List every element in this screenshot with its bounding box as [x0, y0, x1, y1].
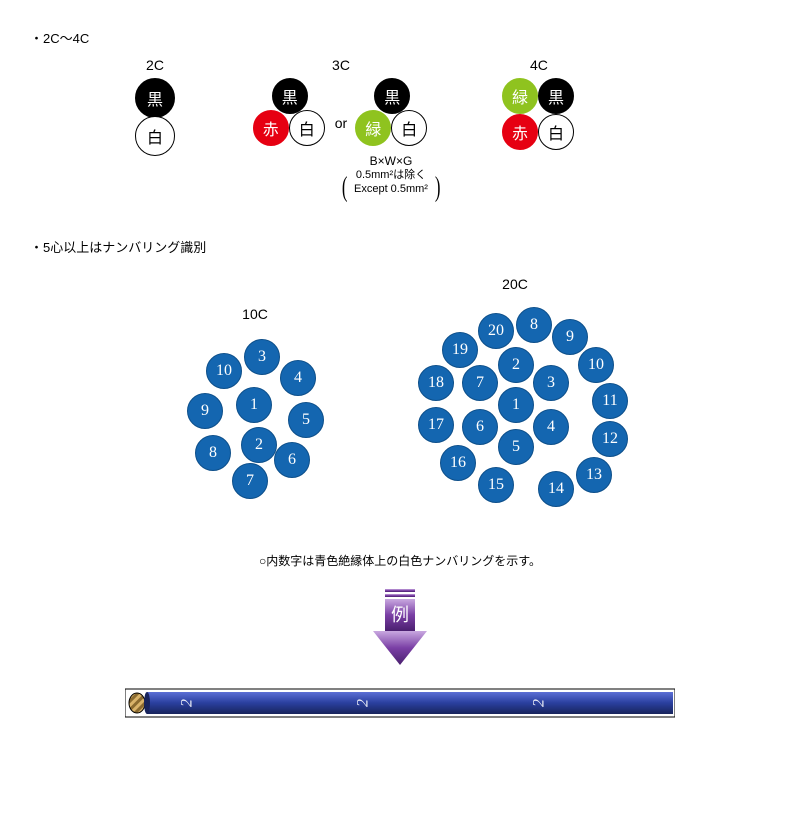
col-2c: 2C 黒白: [130, 57, 180, 158]
core-black: 黒: [135, 78, 175, 118]
numcore-10: 10: [206, 353, 242, 389]
core-green: 緑: [502, 78, 538, 114]
numcore-19: 19: [442, 332, 478, 368]
numcore-17: 17: [418, 407, 454, 443]
numcore-4: 4: [533, 409, 569, 445]
core-white: 白: [289, 110, 325, 146]
row-numbered: 10C 31041952867 20C 82091921073181116417…: [30, 276, 770, 537]
cable-example: 2 2 2: [30, 687, 770, 719]
svg-text:2: 2: [355, 699, 372, 707]
note-bwg: B×W×G: [350, 154, 432, 168]
numcore-1: 1: [498, 387, 534, 423]
heading-numbering: ・5心以上はナンバリング識別: [30, 237, 770, 256]
numcore-3: 3: [244, 339, 280, 375]
core-black: 黒: [538, 78, 574, 114]
numcore-9: 9: [187, 393, 223, 429]
diagram-20c: 8209192107318111641712516131514: [400, 307, 630, 537]
svg-text:例: 例: [391, 605, 409, 625]
numcore-12: 12: [592, 421, 628, 457]
row-2c-4c: 2C 黒白 3C 黒赤白 or 黒緑白 B×W×G 0.5mm²は除くExcep…: [130, 57, 770, 197]
numcore-6: 6: [462, 409, 498, 445]
numcore-13: 13: [576, 457, 612, 493]
numcore-7: 7: [462, 365, 498, 401]
or-text: or: [335, 95, 347, 131]
numcore-5: 5: [498, 429, 534, 465]
core-white: 白: [538, 114, 574, 150]
core-white: 白: [391, 110, 427, 146]
note-except: 0.5mm²は除くExcept 0.5mm²: [350, 168, 432, 197]
arrow-example: 例: [30, 589, 770, 667]
svg-text:2: 2: [531, 699, 548, 707]
numcore-2: 2: [241, 427, 277, 463]
numcore-10: 10: [578, 347, 614, 383]
core-black: 黒: [272, 78, 308, 114]
numcore-8: 8: [195, 435, 231, 471]
diagram-3c-a: 黒赤白: [253, 78, 327, 148]
numcore-20: 20: [478, 313, 514, 349]
col-10c: 10C 310 419 528 67: [170, 306, 340, 507]
core-white: 白: [135, 116, 175, 156]
col-3c: 3C 黒赤白 or 黒緑白 B×W×G 0.5mm²は除くExcept 0.5m…: [250, 57, 432, 197]
title-2c: 2C: [146, 57, 164, 73]
title-20c: 20C: [502, 276, 528, 292]
numcore-2: 2: [498, 347, 534, 383]
heading-2c-4c: ・2C～4C: [30, 28, 770, 47]
numcore-9: 9: [552, 319, 588, 355]
svg-text:2: 2: [179, 699, 196, 707]
col-4c: 4C 緑黒赤白: [502, 57, 576, 152]
numcore-14: 14: [538, 471, 574, 507]
cable-svg: 2 2 2: [125, 687, 675, 719]
core-red: 赤: [253, 110, 289, 146]
numcore-16: 16: [440, 445, 476, 481]
numcore-7: 7: [232, 463, 268, 499]
title-10c: 10C: [242, 306, 268, 322]
numcore-1: 1: [236, 387, 272, 423]
arrow-icon: 例: [365, 589, 435, 667]
numcore-4: 4: [280, 360, 316, 396]
numcore-18: 18: [418, 365, 454, 401]
diagram-10c: 310 419 528 67: [170, 337, 340, 507]
numcore-6: 6: [274, 442, 310, 478]
numcore-3: 3: [533, 365, 569, 401]
numcore-5: 5: [288, 402, 324, 438]
col-20c: 20C 8209192107318111641712516131514: [400, 276, 630, 537]
title-3c: 3C: [332, 57, 350, 73]
title-4c: 4C: [530, 57, 548, 73]
numcore-11: 11: [592, 383, 628, 419]
diagram-4c: 緑黒赤白: [502, 78, 576, 152]
diagram-3c-b: 黒緑白: [355, 78, 429, 148]
numcore-15: 15: [478, 467, 514, 503]
core-black: 黒: [374, 78, 410, 114]
numcore-8: 8: [516, 307, 552, 343]
caption-text: ○内数字は青色絶縁体上の白色ナンバリングを示す。: [30, 552, 770, 569]
core-green: 緑: [355, 110, 391, 146]
core-red: 赤: [502, 114, 538, 150]
diagram-2c: 黒白: [130, 78, 180, 158]
